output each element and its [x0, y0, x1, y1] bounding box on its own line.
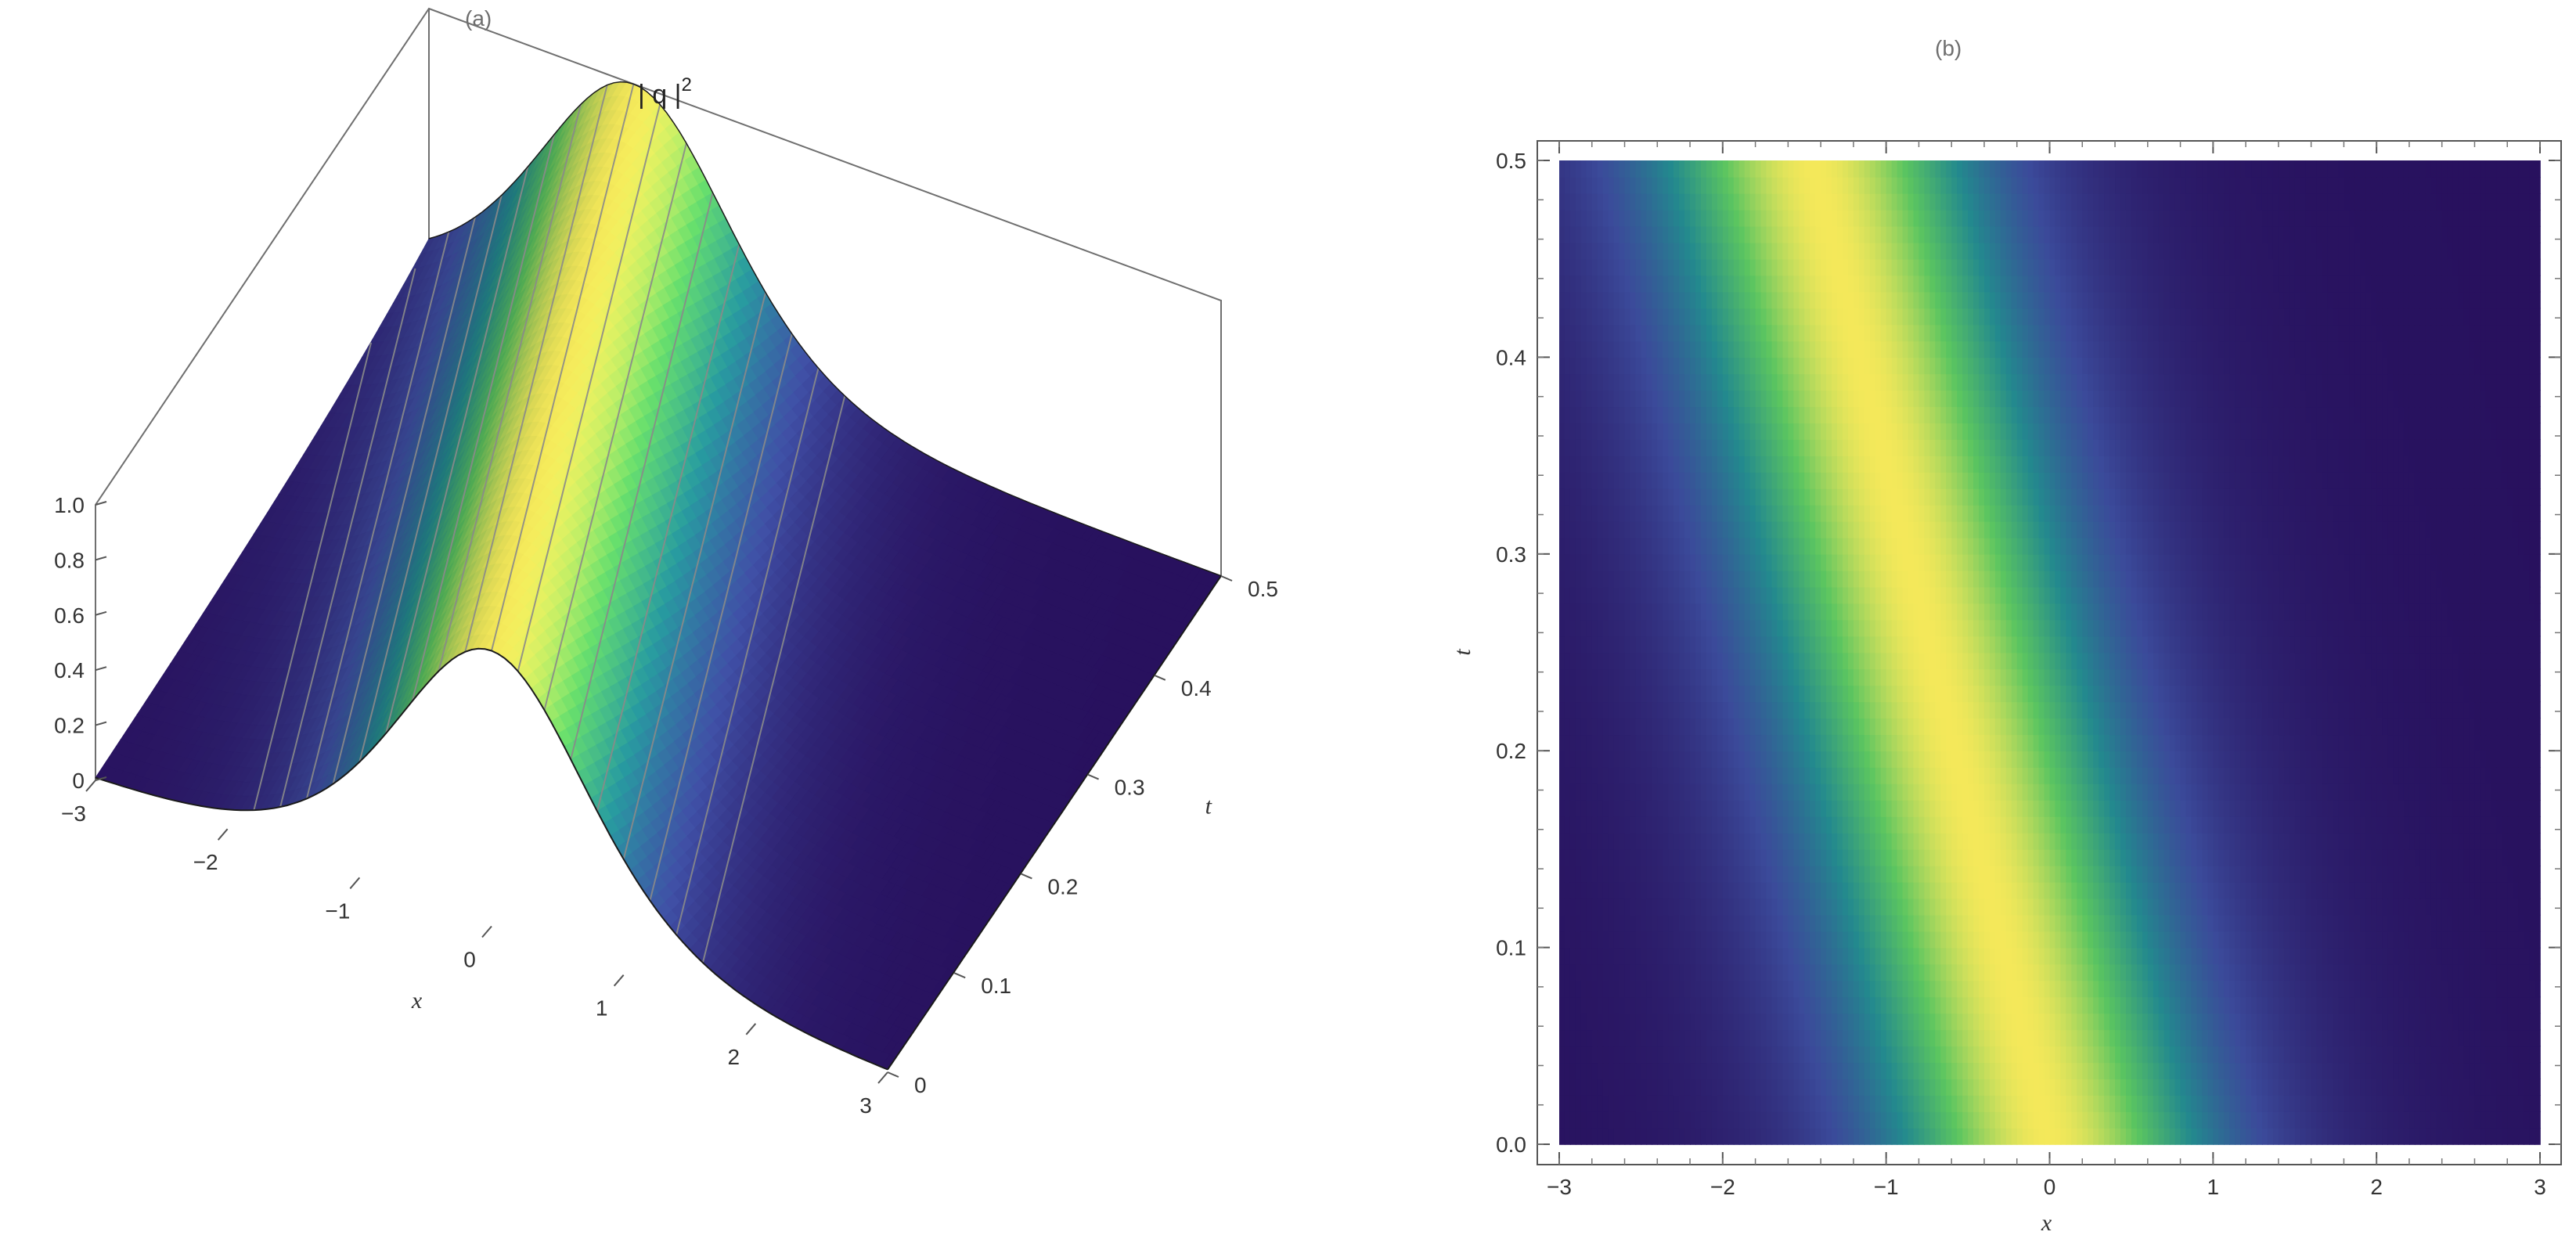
- density-plot: −3 −2 −1 0 1 2 3 x 0.0 0.1 0.2 0.3 0.4 0.5 t: [1450, 140, 2562, 1236]
- z-tick-label: 0.8: [54, 548, 85, 572]
- x-axis: −3 −2 −1 0 1 2 3 x: [1547, 141, 2546, 1236]
- t-tick-label: 0.3: [1115, 776, 1145, 800]
- z-tick-label: 0.6: [54, 603, 85, 628]
- x-axis-3d: −3 −2 −1 0 1 2 3 x: [61, 780, 888, 1118]
- z-tick-label: 1.0: [54, 493, 85, 517]
- x-tick-label: −2: [193, 850, 218, 874]
- x-tick-label: 1: [2207, 1175, 2220, 1199]
- x-tick-label: −3: [1547, 1175, 1572, 1199]
- y-tick-label: 0.4: [1496, 345, 1526, 369]
- x-tick-label: −1: [1874, 1175, 1899, 1199]
- y-tick-label: 0.1: [1496, 936, 1526, 960]
- panel-b-label: (b): [1935, 36, 1962, 60]
- x-tick-label: 3: [859, 1093, 872, 1118]
- x-tick-label: 2: [728, 1045, 740, 1069]
- x-tick-label: 3: [2534, 1175, 2546, 1199]
- x-tick-label: 0: [463, 948, 476, 972]
- z-tick-label: 0.2: [54, 714, 85, 738]
- y-tick-label: 0.5: [1496, 149, 1526, 173]
- z-axis-3d: 0 0.2 0.4 0.6 0.8 1.0: [54, 493, 107, 793]
- y-axis-title: t: [1450, 649, 1475, 656]
- surface-mesh: [95, 81, 1222, 1071]
- z-axis-title: | q |2: [638, 74, 692, 110]
- x-tick-label: 1: [596, 996, 608, 1021]
- x-axis-title: x: [411, 988, 423, 1014]
- surface-plot-3d: −3 −2 −1 0 1 2 3 x 0 0.1 0.2 0.3 0.4 0.5 t 0 0.2 0.4 0.6 0.…: [54, 7, 1278, 1118]
- x-tick-label: −2: [1710, 1175, 1735, 1199]
- z-tick-label: 0.4: [54, 658, 85, 682]
- density-cells: [1559, 160, 2541, 1145]
- x-axis-title: x: [2041, 1210, 2052, 1236]
- y-tick-label: 0.3: [1496, 542, 1526, 567]
- x-tick-label: −3: [61, 801, 86, 826]
- y-axis: 0.0 0.1 0.2 0.3 0.4 0.5 t: [1450, 149, 2561, 1157]
- back-edge: [428, 81, 1222, 577]
- front-edge: [95, 647, 888, 1071]
- t-tick-label: 0.2: [1047, 874, 1078, 898]
- right-edge: [887, 575, 1222, 1071]
- t-tick-label: 0.4: [1181, 676, 1212, 700]
- y-tick-label: 0.2: [1496, 739, 1526, 763]
- y-tick-label: 0.0: [1496, 1133, 1526, 1157]
- x-tick-label: 0: [2044, 1175, 2056, 1199]
- t-axis-3d: 0 0.1 0.2 0.3 0.4 0.5 t: [887, 575, 1278, 1097]
- t-tick-label: 0: [914, 1073, 927, 1097]
- t-tick-label: 0.1: [981, 974, 1011, 998]
- z-tick-label: 0: [72, 769, 85, 793]
- t-axis-title: t: [1205, 794, 1212, 819]
- mesh-lines: [253, 84, 846, 963]
- t-tick-label: 0.5: [1248, 577, 1278, 601]
- x-tick-label: −1: [325, 898, 350, 923]
- x-tick-label: 2: [2370, 1175, 2383, 1199]
